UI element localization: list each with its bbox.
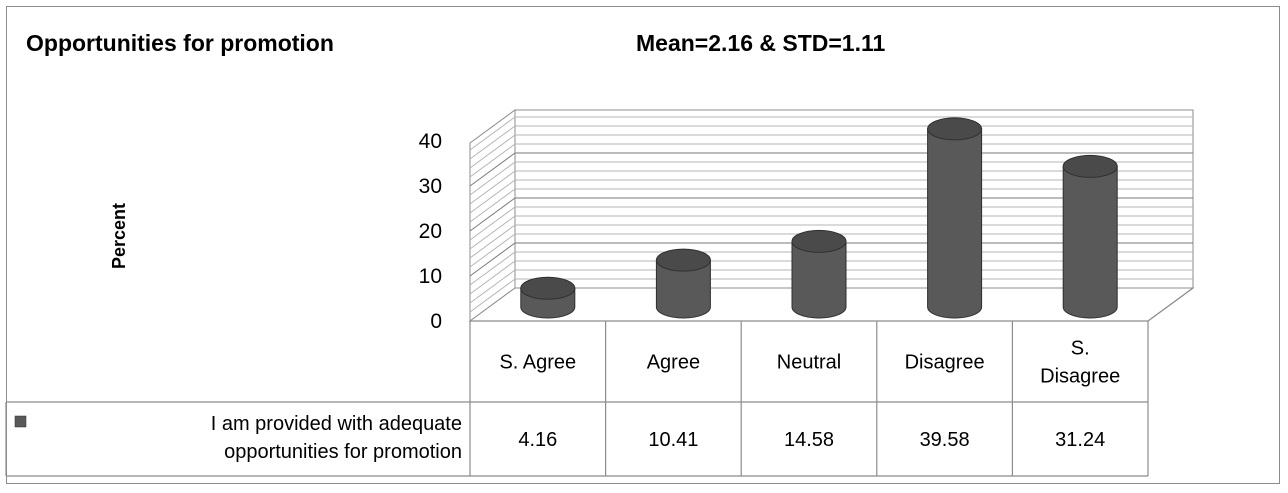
gridline — [469, 260, 516, 295]
gridline — [469, 197, 516, 232]
gridline — [469, 242, 516, 277]
legend-series-name: I am provided with adequate — [211, 413, 462, 435]
gridline — [469, 224, 516, 259]
gridline — [469, 125, 516, 160]
table-line — [1147, 287, 1194, 322]
gridline — [469, 116, 516, 151]
gridline — [469, 269, 516, 304]
gridline — [469, 278, 516, 313]
bar — [927, 117, 983, 319]
x-category-label: Neutral — [777, 352, 841, 374]
x-category-label: S. — [1071, 338, 1090, 360]
bar-top — [655, 248, 711, 272]
y-tick-label: 10 — [419, 265, 442, 288]
bars — [520, 117, 1118, 319]
y-axis-ticks: 0 10 20 30 40 — [419, 130, 442, 333]
y-tick-label: 40 — [419, 130, 442, 153]
data-table: S. Agree Agree Neutral Disagree S. Disagree 4.… — [5, 287, 1194, 477]
gridline — [469, 179, 516, 214]
gridline — [469, 134, 516, 169]
gridline — [469, 161, 516, 196]
x-category-label: Disagree — [1040, 366, 1120, 388]
x-category-label: Disagree — [905, 352, 985, 374]
data-value-label: 14.58 — [784, 429, 834, 451]
bar-body — [655, 259, 711, 319]
gridline — [469, 152, 516, 187]
x-category-label: S. Agree — [499, 352, 576, 374]
data-value-label: 39.58 — [920, 429, 970, 451]
bar-top — [927, 117, 983, 141]
chart-title: Opportunities for promotion — [26, 30, 334, 56]
data-value-label: 4.16 — [518, 429, 557, 451]
bar — [520, 276, 576, 319]
y-tick-label: 0 — [430, 310, 442, 333]
gridline — [469, 206, 516, 241]
bar-top — [1062, 154, 1118, 178]
y-tick-label: 30 — [419, 175, 442, 198]
bar-body — [927, 128, 983, 319]
bar — [655, 248, 711, 319]
bar-body — [791, 240, 847, 319]
gridline — [469, 143, 516, 178]
y-tick-label: 20 — [419, 220, 442, 243]
data-value-label: 31.24 — [1055, 429, 1105, 451]
chart-subtitle: Mean=2.16 & STD=1.11 — [636, 30, 886, 56]
bar-top — [791, 229, 847, 253]
gridline — [469, 188, 516, 223]
y-axis-title: Percent — [109, 203, 129, 269]
bar — [1062, 154, 1118, 319]
bar-top — [520, 276, 576, 300]
gridline — [469, 251, 516, 286]
data-value-label: 10.41 — [648, 429, 698, 451]
x-category-label: Agree — [647, 352, 700, 374]
gridline — [469, 170, 516, 205]
legend-series-name: opportunities for promotion — [224, 441, 462, 463]
gridline — [469, 215, 516, 250]
legend-key — [14, 415, 27, 428]
gridline — [469, 233, 516, 268]
bar — [791, 229, 847, 319]
bar-body — [1062, 165, 1118, 319]
